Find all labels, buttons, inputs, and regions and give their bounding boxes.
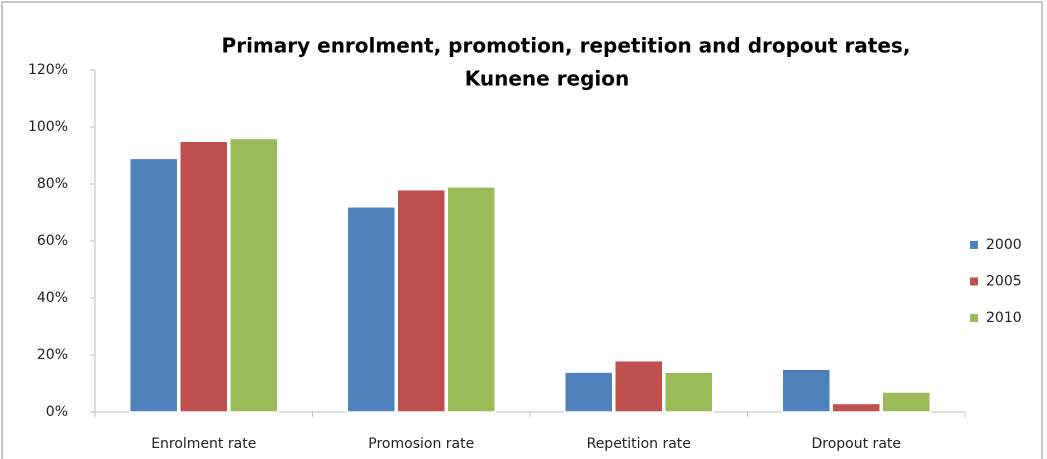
bar [781,368,831,413]
y-tick-label: 40% [37,290,68,306]
chart-title: Primary enrolment, promotion, repetition… [222,34,911,58]
x-tick-label: Enrolment rate [151,436,256,452]
y-tick-label: 60% [37,233,68,249]
y-tick-label: 80% [37,176,68,192]
bar [564,371,614,413]
bar [179,140,229,413]
y-tick-label: 100% [28,119,68,135]
bar [346,206,396,413]
legend-label: 2000 [986,237,1022,253]
y-tick-label: 120% [28,62,68,78]
legend-swatch [970,314,978,322]
bar [446,186,496,413]
bar [229,137,279,413]
y-tick-label: 20% [37,347,68,363]
x-tick-label: Repetition rate [587,436,691,452]
bar [831,402,881,413]
legend-swatch [970,277,978,286]
bar [396,188,446,413]
legend-label: 2010 [986,310,1022,326]
x-tick-label: Dropout rate [812,436,902,452]
bar [129,157,179,413]
chart-title: Kunene region [465,67,630,91]
bar [664,371,714,413]
y-tick-label: 0% [46,404,68,420]
legend-label: 2005 [986,274,1022,290]
legend-swatch [970,241,978,249]
bar [614,359,664,413]
x-tick-label: Promosion rate [368,436,474,452]
bar [881,391,931,413]
